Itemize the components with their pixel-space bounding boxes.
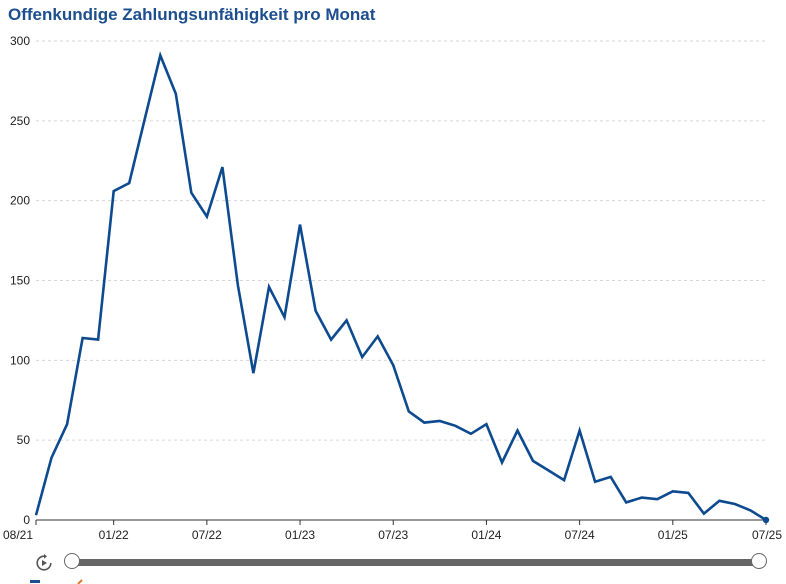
y-tick-label: 100 [10,353,30,367]
y-tick-label: 200 [10,194,30,208]
x-tick-label: 07/24 [565,528,595,542]
timeline-slider-start-handle[interactable] [64,553,80,569]
series-line [34,51,767,522]
x-tick-label: 01/25 [658,528,688,542]
y-tick-label: 50 [17,433,31,447]
y-tick-label: 250 [10,114,30,128]
series-layer [34,51,770,524]
x-tick-label: 01/24 [471,528,501,542]
x-tick-label: 07/23 [378,528,408,542]
y-axis-ticks: 0 50 100 150 200 250 300 [10,34,30,527]
x-tick-label: 01/23 [285,528,315,542]
grid-lines [36,40,766,441]
time-player [0,546,786,578]
replay-play-icon [36,554,52,571]
x-tick-label: 07/22 [192,528,222,542]
x-axis-ticks: 08/21 01/22 07/22 01/23 07/23 01/24 07/24 01/25… [3,520,782,542]
chart-title: Offenkundige Zahlungsunfähigkeit pro Mon… [8,5,376,24]
last-data-point [762,516,770,524]
y-tick-label: 300 [10,34,30,48]
y-tick-label: 0 [23,513,30,527]
y-tick-label: 150 [10,274,30,288]
timeline-slider-track[interactable] [72,559,760,566]
x-tick-label: 01/22 [99,528,129,542]
x-tick-label: 08/21 [3,528,33,542]
timeline-slider-end-handle[interactable] [751,553,767,569]
x-tick-label: 07/25 [752,528,782,542]
play-button[interactable] [35,554,53,572]
brand-logo-mark [30,579,83,584]
